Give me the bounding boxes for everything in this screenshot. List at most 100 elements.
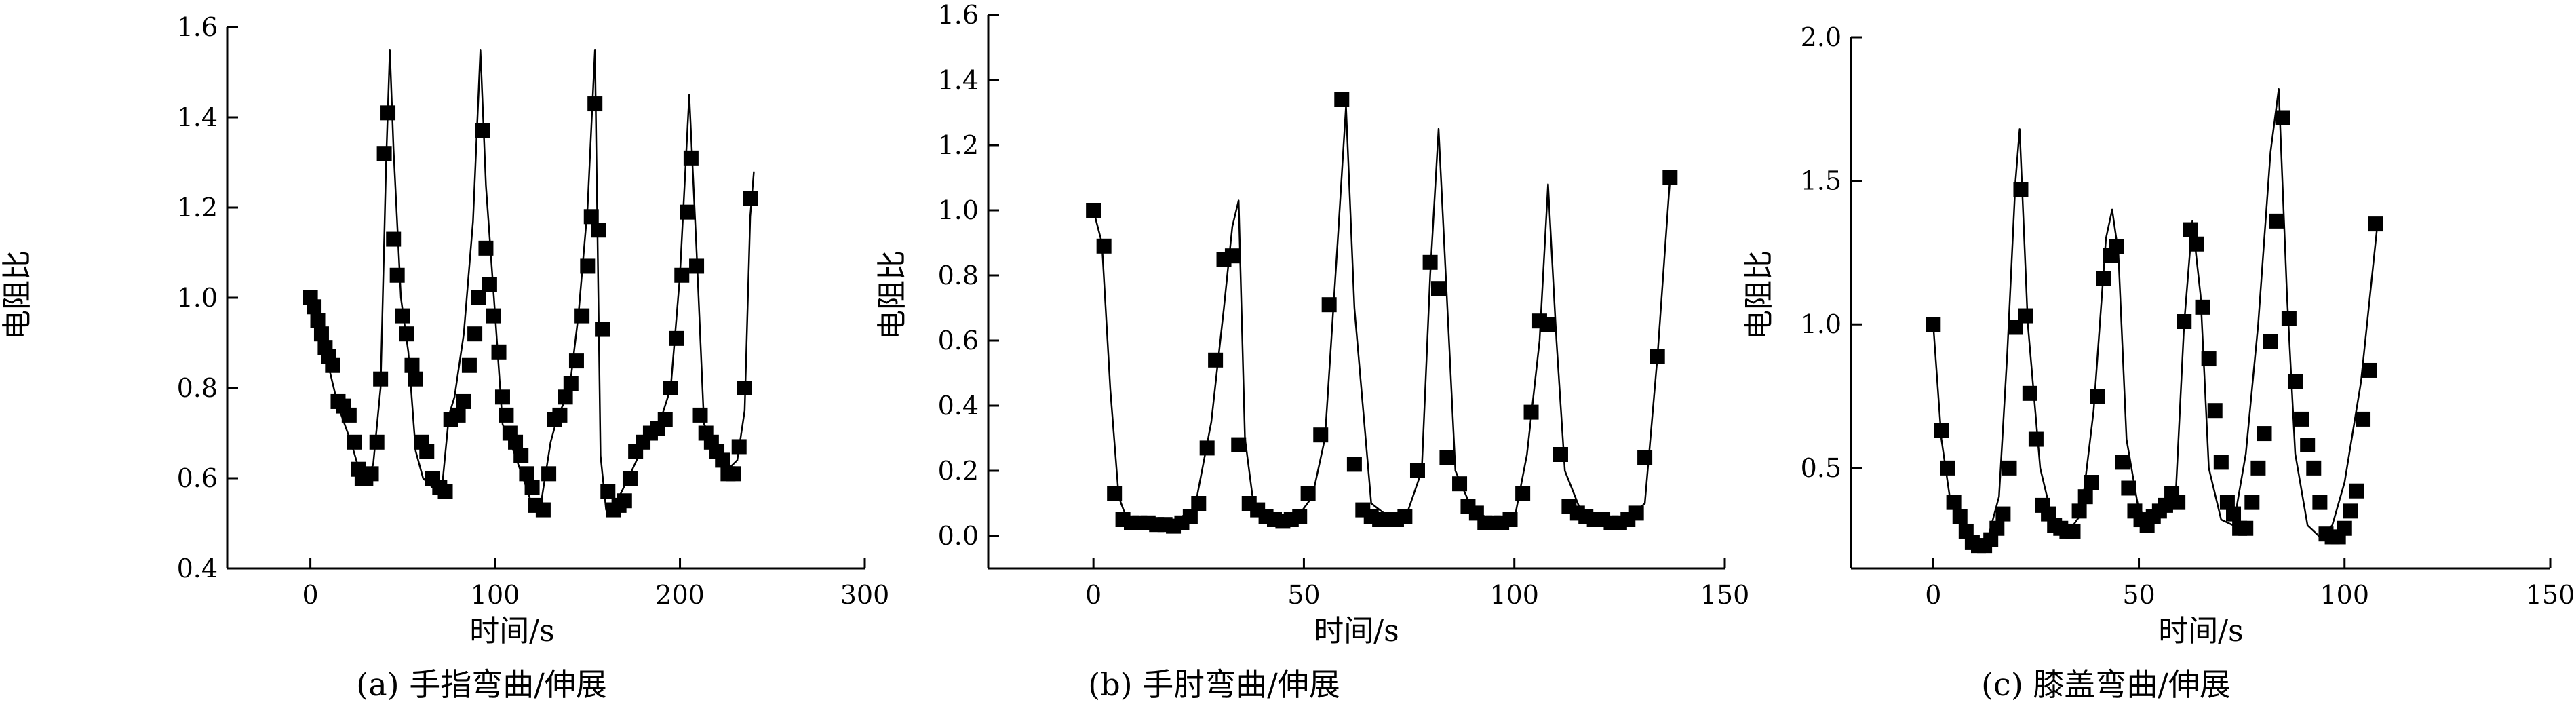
data-point <box>1983 532 1999 547</box>
y-tick-label: 0.6 <box>177 463 218 493</box>
data-point <box>307 299 322 315</box>
data-point <box>1199 440 1215 456</box>
data-point <box>2084 475 2099 490</box>
y-tick-label: 0.6 <box>938 326 979 355</box>
y-tick-label: 1.2 <box>177 193 218 223</box>
data-point <box>467 326 483 342</box>
data-point <box>600 484 616 499</box>
data-point <box>386 231 402 247</box>
data-point <box>456 393 471 409</box>
data-point <box>2201 351 2217 367</box>
data-point <box>313 326 329 342</box>
data-point <box>726 466 741 482</box>
data-point <box>1397 509 1413 524</box>
data-point <box>2343 503 2358 519</box>
series-line <box>1092 105 1671 524</box>
data-point <box>482 277 497 292</box>
data-point <box>558 389 573 405</box>
data-point <box>2300 438 2316 453</box>
data-point <box>1662 170 1678 185</box>
data-point <box>2189 236 2204 252</box>
data-point <box>513 448 529 463</box>
data-point <box>2071 503 2087 519</box>
data-point <box>541 466 557 482</box>
y-tick-label: 1.6 <box>938 0 979 30</box>
data-point <box>369 434 385 450</box>
data-point <box>347 434 362 450</box>
data-point <box>574 308 590 324</box>
x-tick-label: 150 <box>2526 580 2575 610</box>
data-point <box>1502 512 1518 527</box>
chart-caption: (a) 手指弯曲/伸展 <box>356 666 606 703</box>
data-point <box>563 376 579 391</box>
data-point <box>1934 423 1949 438</box>
data-point <box>471 290 486 305</box>
data-point <box>1989 520 2005 536</box>
data-point <box>622 471 638 486</box>
y-axis-label: 电阻比 <box>1742 250 1776 340</box>
x-tick-label: 0 <box>303 580 319 610</box>
data-point <box>1540 317 1556 332</box>
data-point <box>419 444 435 459</box>
data-point <box>2306 460 2322 476</box>
data-point <box>1182 509 1198 524</box>
data-point <box>524 480 540 495</box>
data-point <box>1231 437 1247 452</box>
data-point <box>591 223 606 238</box>
chart-panel: 0 100 200 300 0.4 0.6 0.8 1.0 1.2 1.4 1.6 时间/s 电阻比 (a… <box>0 12 889 703</box>
data-point <box>715 452 730 468</box>
data-point <box>2213 455 2229 470</box>
data-point <box>583 209 599 225</box>
data-point <box>461 358 477 373</box>
data-point <box>1409 463 1425 478</box>
y-tick-label: 0.8 <box>177 373 218 403</box>
data-point <box>535 502 551 518</box>
data-point <box>2013 182 2029 197</box>
data-point <box>2090 389 2105 404</box>
data-point <box>2096 271 2111 286</box>
data-point <box>408 371 423 387</box>
x-axis-label: 时间/s <box>1314 614 1399 649</box>
y-tick-label: 1.0 <box>938 195 979 225</box>
data-point <box>1553 447 1568 462</box>
data-point <box>1995 506 2011 522</box>
data-point <box>2158 497 2173 513</box>
data-point <box>680 204 695 220</box>
y-axis-label: 电阻比 <box>875 250 910 340</box>
data-point <box>341 407 357 423</box>
data-point <box>1086 203 1101 218</box>
data-point <box>1946 495 1962 510</box>
data-point <box>731 439 747 455</box>
data-point <box>737 381 752 395</box>
x-tick-label: 0 <box>1085 580 1101 610</box>
x-tick-label: 50 <box>2122 580 2155 610</box>
data-point <box>478 240 494 256</box>
y-axis-label: 电阻比 <box>0 250 35 340</box>
data-point <box>2077 489 2093 505</box>
data-point <box>552 407 568 423</box>
data-point <box>587 96 603 112</box>
data-point <box>1452 476 1468 492</box>
data-point <box>2226 506 2242 522</box>
data-point <box>494 389 510 405</box>
data-point <box>2008 320 2023 335</box>
data-point <box>2028 431 2044 447</box>
x-tick-label: 300 <box>840 580 890 610</box>
data-point <box>2312 495 2328 510</box>
data-point <box>475 123 490 138</box>
data-point <box>1224 248 1240 264</box>
chart-caption: (c) 膝盖弯曲/伸展 <box>1981 666 2231 703</box>
data-point <box>2287 374 2303 389</box>
y-tick-label: 1.6 <box>177 12 218 42</box>
data-point <box>1523 404 1539 420</box>
chart-panel: 0 50 100 150 0.5 1.0 1.5 2.0 时间/s 电阻比 (c) 膝盖弯曲/伸展 <box>1742 22 2575 703</box>
data-point <box>2368 216 2383 232</box>
data-point <box>2263 334 2278 349</box>
x-tick-label: 150 <box>1700 580 1750 610</box>
data-point <box>2121 480 2136 496</box>
data-point <box>1958 523 1974 539</box>
data-point <box>2337 520 2352 536</box>
data-point <box>1515 486 1531 501</box>
x-tick-label: 50 <box>1287 580 1320 610</box>
